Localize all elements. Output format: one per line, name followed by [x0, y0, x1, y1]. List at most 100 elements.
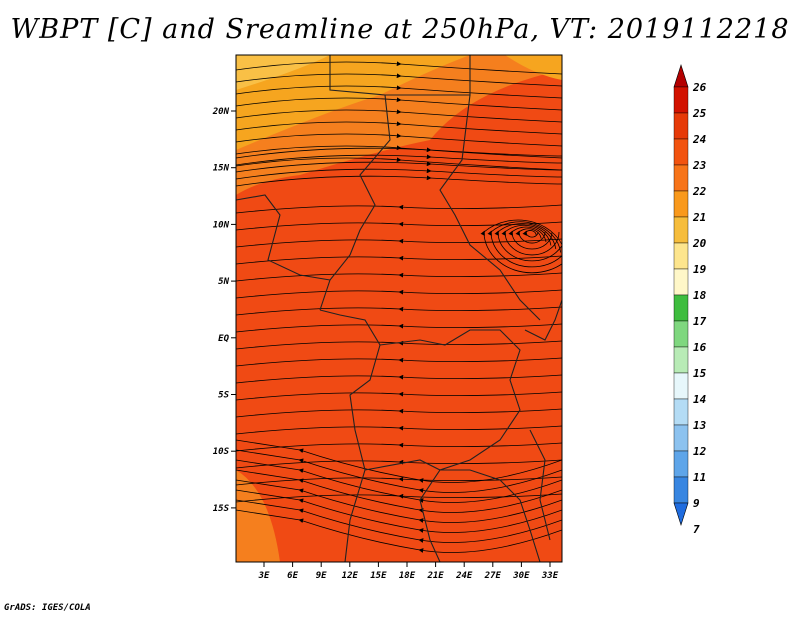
map-panel — [236, 55, 562, 562]
colorbar-label: 13 — [693, 419, 707, 432]
streamline — [236, 168, 562, 180]
colorbar-segment — [673, 346, 689, 374]
colorbar-segment — [673, 216, 689, 244]
streamline — [480, 219, 562, 274]
lat-tick-label: 10N — [213, 220, 230, 230]
wbpt-fill-mid-sw — [236, 470, 280, 562]
lat-tick-label: 20N — [212, 107, 230, 117]
streamline — [236, 85, 562, 99]
streamline — [236, 161, 562, 173]
streamline — [236, 121, 562, 135]
lon-tick-label: 6E — [287, 571, 298, 581]
lon-tick-label: 18E — [399, 571, 416, 581]
lon-tick-label: 30E — [512, 571, 530, 581]
colorbar-label: 9 — [693, 497, 700, 510]
lon-tick-label: 21E — [426, 571, 444, 581]
streamline — [508, 226, 553, 250]
streamline — [236, 306, 562, 316]
colorbar-segment — [673, 190, 689, 218]
colorbar-segment — [673, 320, 689, 348]
wbpt-fill-high-north — [236, 55, 470, 150]
streamline — [236, 357, 562, 367]
streamline — [236, 442, 562, 452]
colorbar-segment — [673, 112, 689, 140]
colorbar-label: 16 — [693, 341, 707, 354]
wbpt-fill-warmest — [236, 55, 330, 90]
streamline — [236, 175, 562, 187]
streamline — [236, 391, 562, 401]
lat-tick-label: 10S — [213, 447, 230, 457]
streamline — [236, 374, 562, 384]
colorbar-label: 23 — [692, 159, 707, 172]
lat-tick-label: 15N — [213, 164, 230, 174]
streamline — [236, 61, 562, 75]
map-frame — [235, 54, 563, 563]
colorbar-segment — [673, 138, 689, 166]
streamline — [236, 204, 562, 214]
streamline — [494, 223, 562, 262]
colorbar-segment — [673, 424, 689, 452]
lat-tick-label: 15S — [213, 504, 230, 514]
streamline — [236, 97, 562, 111]
lon-tick-label: 33E — [541, 571, 559, 581]
colorbar-segment — [673, 164, 689, 192]
streamline — [236, 509, 562, 553]
grads-credit: GrADS: IGES/COLA — [4, 603, 91, 613]
streamline — [236, 221, 562, 231]
streamline — [501, 224, 560, 256]
lon-tick-label: 12E — [342, 571, 359, 581]
colorbar-segment — [673, 476, 689, 504]
colorbar-label: 26 — [692, 81, 707, 94]
streamline — [487, 221, 562, 268]
colorbar-label: 17 — [693, 315, 707, 328]
lon-tick-label: 15E — [370, 571, 387, 581]
colorbar-segment — [673, 450, 689, 478]
streamline — [515, 228, 546, 244]
colorbar-label: 12 — [693, 445, 707, 458]
colorbar-label: 21 — [692, 211, 706, 224]
lon-tick-label: 9E — [316, 571, 327, 581]
streamline — [236, 73, 562, 87]
colorbar-segment — [673, 372, 689, 400]
streamline — [236, 145, 562, 159]
colorbar-label: 14 — [693, 393, 707, 406]
colorbar-segment — [673, 294, 689, 322]
colorbar-label: 18 — [693, 289, 707, 302]
chart-title: WBPT [C] and Sreamline at 250hPa, VT: 20… — [10, 14, 790, 45]
streamline — [236, 272, 562, 282]
colorbar-segment — [673, 398, 689, 426]
colorbar-label: 20 — [692, 237, 707, 250]
colorbar: 26 25 24 23 22 21 20 19 18 17 16 15 14 13 12 11 9 7 — [673, 64, 707, 536]
streamline — [522, 230, 539, 238]
colorbar-label: 22 — [692, 185, 707, 198]
lon-tick-label: 3E — [258, 571, 270, 581]
colorbar-label: 24 — [692, 133, 707, 146]
streamline — [236, 157, 562, 171]
streamline — [236, 289, 562, 299]
streamline — [236, 408, 562, 418]
longitude-axis: 3E 6E 9E 12E 15E 18E 21E 24E 27E 30E 33E — [258, 562, 559, 581]
colorbar-label: 19 — [693, 263, 707, 276]
latitude-axis: 20N 15N 10N 5N EQ 5S 10S 15S — [212, 107, 236, 514]
colorbar-min-arrow — [673, 502, 689, 526]
streamline — [236, 109, 562, 123]
colorbar-segment — [673, 268, 689, 296]
streamline — [236, 154, 562, 166]
colorbar-label: 25 — [692, 107, 707, 120]
streamline — [236, 323, 562, 333]
lon-tick-label: 24E — [455, 571, 473, 581]
lat-tick-label: 5S — [218, 391, 229, 401]
colorbar-max-arrow — [673, 64, 689, 88]
colorbar-segment — [673, 86, 689, 114]
colorbar-segment — [673, 242, 689, 270]
lat-tick-label: 5N — [218, 277, 229, 287]
country-borders — [236, 55, 562, 562]
streamline — [236, 133, 562, 147]
colorbar-label: 15 — [693, 367, 707, 380]
streamline — [236, 255, 562, 265]
lon-tick-label: 27E — [484, 571, 502, 581]
wbpt-fill-high-ne — [505, 55, 562, 80]
lat-tick-label: EQ — [218, 334, 229, 344]
colorbar-label: 7 — [693, 523, 700, 536]
colorbar-label: 11 — [693, 471, 706, 484]
